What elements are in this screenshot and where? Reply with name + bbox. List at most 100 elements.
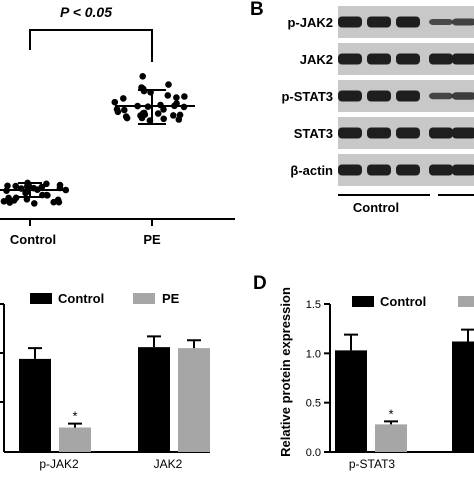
panel-b-label: B <box>250 0 264 20</box>
significance-label: P < 0.05 <box>60 4 112 20</box>
blot-label: p-JAK2 <box>287 15 333 30</box>
y-tick-label: 0.0 <box>306 447 321 459</box>
y-tick-label: 1.0 <box>306 348 321 360</box>
blot-label: STAT3 <box>294 126 333 141</box>
panel-c: Control PE * p-JAK2 JAK2 <box>0 291 210 471</box>
blot-band <box>338 53 362 65</box>
blot-band <box>429 92 453 100</box>
blot-band <box>396 16 420 28</box>
blot-band <box>396 127 420 139</box>
panel-c-bars: * <box>19 335 210 452</box>
blot-band <box>367 16 391 28</box>
scatter-point-control <box>43 191 50 199</box>
scatter-point-pe <box>141 111 149 118</box>
scatter-point-pe <box>160 115 167 123</box>
blot-band <box>452 127 474 139</box>
scatter-point-pe <box>121 106 128 114</box>
panel-a-category-pe: PE <box>143 232 161 247</box>
blot-band <box>367 127 391 139</box>
error-bar <box>28 347 42 359</box>
scatter-point-pe <box>170 112 177 119</box>
legend-label-control-d: Control <box>380 294 426 309</box>
legend-swatch-pe <box>133 293 155 304</box>
panel-a-category-control: Control <box>10 232 56 247</box>
bar-control <box>138 347 170 452</box>
blot-band <box>367 53 391 65</box>
y-tick-label: 0.5 <box>306 398 321 410</box>
blot-band <box>396 164 420 176</box>
scatter-point-pe <box>120 95 127 102</box>
blot-band <box>367 90 391 102</box>
bar-control <box>19 358 51 452</box>
bar-pe <box>59 427 91 452</box>
significance-star: * <box>72 409 77 424</box>
panel-d-label: D <box>253 273 267 294</box>
scatter-points <box>0 73 188 207</box>
error-bar <box>461 328 474 342</box>
blot-band <box>429 164 453 176</box>
scatter-point-pe <box>114 108 122 116</box>
scatter-point-pe <box>165 81 172 88</box>
legend-label-pe: PE <box>162 291 180 306</box>
bar-pe <box>178 348 210 452</box>
blot-band <box>429 127 453 139</box>
panel-a: P < 0.05 Control PE <box>0 4 235 247</box>
blot-label: JAK2 <box>300 52 333 67</box>
blot-band <box>452 92 474 100</box>
error-bar <box>147 335 161 348</box>
legend-swatch-control-d <box>352 296 374 307</box>
scatter-point-pe <box>111 98 119 106</box>
blot-band <box>452 53 474 65</box>
scatter-summary-pe <box>115 89 195 125</box>
panel-d-y-label: Relative protein expression <box>278 287 293 457</box>
blot-rows: p-JAK2 JAK2 p-STAT3 STAT3 β-actin <box>281 6 474 186</box>
blot-band <box>452 18 474 26</box>
panel-d-bars: * <box>335 328 474 452</box>
panel-d: D Relative protein expression Control 0.… <box>253 273 474 471</box>
scatter-point-pe <box>154 110 162 117</box>
panel-c-category-pjak2: p-JAK2 <box>39 457 79 471</box>
panel-c-y-ticks <box>0 303 4 403</box>
panel-d-category-pstat3: p-STAT3 <box>349 457 396 471</box>
blot-band <box>338 127 362 139</box>
scatter-point-control <box>5 194 12 202</box>
blot-band <box>396 53 420 65</box>
scatter-point-control <box>12 182 19 190</box>
error-bar <box>68 422 82 428</box>
blot-label: p-STAT3 <box>281 89 333 104</box>
scatter-point-pe <box>164 92 172 99</box>
scatter-point-control <box>0 198 8 205</box>
scatter-point-pe <box>139 73 146 80</box>
panel-b: B p-JAK2 JAK2 p-STAT3 STAT3 β-actin Control <box>250 0 474 215</box>
legend-swatch-pe-d <box>458 296 474 307</box>
blot-band <box>338 90 362 102</box>
bar-pe <box>375 424 407 452</box>
blot-band <box>338 16 362 28</box>
blot-band <box>338 164 362 176</box>
group-label-control: Control <box>353 200 399 215</box>
error-bar <box>384 420 398 425</box>
scatter-point-pe <box>140 87 148 95</box>
blot-band <box>429 53 453 65</box>
blot-band <box>429 18 453 26</box>
scatter-point-control <box>4 182 11 190</box>
scatter-point-control <box>43 180 50 188</box>
panel-d-y-ticks: 0.0 0.5 1.0 1.5 <box>306 299 330 459</box>
scatter-point-control <box>54 196 62 204</box>
panel-c-category-jak2: JAK2 <box>154 457 183 471</box>
scatter-point-control <box>12 194 20 202</box>
scatter-point-pe <box>181 93 188 100</box>
y-tick-label: 1.5 <box>306 299 321 311</box>
bar-control <box>452 341 474 452</box>
bar-control <box>335 350 367 452</box>
blot-label: β-actin <box>290 163 333 178</box>
blot-band <box>452 164 474 176</box>
legend-swatch-control <box>30 293 52 304</box>
scatter-point-pe <box>122 113 130 120</box>
blot-band <box>367 164 391 176</box>
error-bar <box>344 333 358 351</box>
significance-bracket <box>29 29 153 62</box>
significance-star: * <box>388 406 393 421</box>
scatter-point-control <box>31 200 38 207</box>
